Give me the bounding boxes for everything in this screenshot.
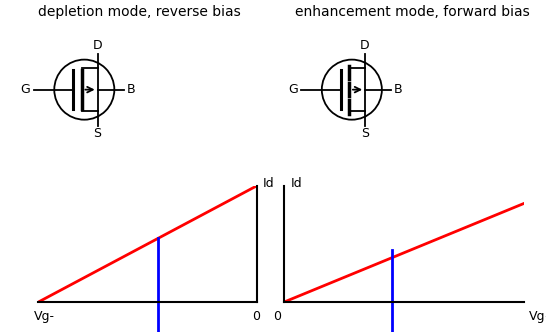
Text: Vg+: Vg+ xyxy=(529,310,546,323)
Text: 0: 0 xyxy=(272,310,281,323)
Text: G: G xyxy=(288,83,298,96)
Text: B: B xyxy=(394,83,402,96)
Text: Id: Id xyxy=(291,177,302,190)
Text: D: D xyxy=(360,40,370,52)
Text: S: S xyxy=(361,127,369,140)
Text: enhancement mode, forward bias: enhancement mode, forward bias xyxy=(295,5,530,19)
Text: Id: Id xyxy=(263,177,275,190)
Text: D: D xyxy=(93,40,102,52)
Text: B: B xyxy=(126,83,135,96)
Text: 0: 0 xyxy=(253,310,260,323)
Text: depletion mode, reverse bias: depletion mode, reverse bias xyxy=(38,5,241,19)
Text: Vg-: Vg- xyxy=(34,310,55,323)
Text: S: S xyxy=(93,127,102,140)
Text: G: G xyxy=(21,83,30,96)
